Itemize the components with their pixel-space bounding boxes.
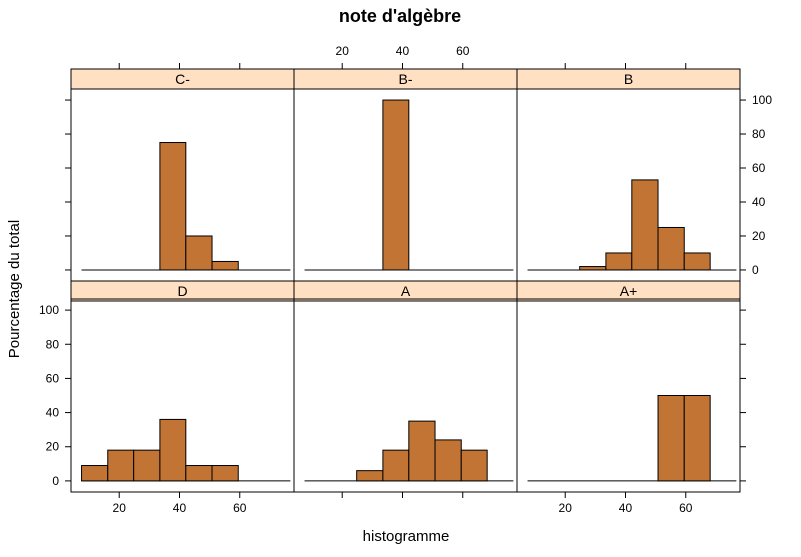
y-tick-label: 20 — [752, 229, 766, 243]
panel-frame — [516, 298, 741, 493]
axes: 20 40 60 20 40 60 20 40 60 0 20 40 60 80 100 0 20 40 60 80 1… — [39, 44, 772, 515]
x-axis-label: histogramme — [363, 528, 450, 545]
y-tick-label: 100 — [39, 303, 59, 317]
bar — [133, 449, 161, 482]
bar — [185, 465, 213, 482]
strip-label: D — [177, 283, 187, 299]
x-tick-label: 40 — [396, 44, 410, 58]
bar — [159, 418, 187, 482]
panel-D: D — [70, 280, 295, 493]
x-tick-label: 20 — [113, 501, 127, 515]
strip-label: B- — [399, 71, 413, 87]
panel-A: A — [293, 280, 518, 493]
bar — [579, 266, 607, 271]
y-tick-label: 40 — [752, 195, 766, 209]
bar — [382, 449, 410, 482]
strip-label: B — [624, 71, 633, 87]
bar — [185, 235, 213, 271]
panel-frame — [516, 88, 741, 282]
x-tick-label: 60 — [679, 501, 693, 515]
x-tick-label: 60 — [456, 44, 470, 58]
bar — [159, 142, 187, 271]
panels-layer: C- B- B D A A+ 20 40 60 20 40 60 20 40 60 0 20 40 60 80 100 0… — [39, 44, 772, 515]
panel-B: B — [516, 68, 741, 282]
strip-label: A+ — [620, 283, 638, 299]
bar — [382, 99, 410, 271]
bar — [460, 449, 488, 482]
bar — [605, 252, 633, 271]
bar — [631, 179, 659, 271]
y-tick-label: 80 — [46, 337, 60, 351]
bar — [211, 260, 239, 271]
x-tick-label: 20 — [559, 501, 573, 515]
bar — [657, 395, 685, 482]
chart-title: note d'algèbre — [339, 6, 461, 26]
bar — [683, 252, 711, 271]
y-tick-label: 20 — [46, 440, 60, 454]
x-tick-label: 20 — [336, 44, 350, 58]
y-tick-label: 60 — [752, 161, 766, 175]
panel-B-: B- — [293, 68, 518, 282]
y-tick-label: 100 — [752, 93, 772, 107]
y-tick-label: 0 — [52, 474, 59, 488]
y-tick-label: 60 — [46, 371, 60, 385]
x-tick-label: 60 — [233, 501, 247, 515]
bar — [683, 395, 711, 482]
strip-label: C- — [175, 71, 190, 87]
y-tick-label: 40 — [46, 406, 60, 420]
x-tick-label: 40 — [619, 501, 633, 515]
panel-A+: A+ — [516, 280, 741, 493]
bar — [657, 226, 685, 271]
strip-A+ — [516, 280, 741, 302]
bar — [211, 465, 239, 482]
bar — [107, 449, 135, 482]
bar — [434, 439, 462, 482]
bar — [356, 470, 384, 482]
panel-C-: C- — [70, 68, 295, 282]
strip-label: A — [401, 283, 411, 299]
y-tick-label: 0 — [752, 263, 759, 277]
y-axis-label: Pourcentage du total — [6, 220, 23, 358]
bar — [81, 465, 109, 482]
bar — [408, 420, 436, 482]
x-tick-label: 40 — [173, 501, 187, 515]
y-tick-label: 80 — [752, 127, 766, 141]
